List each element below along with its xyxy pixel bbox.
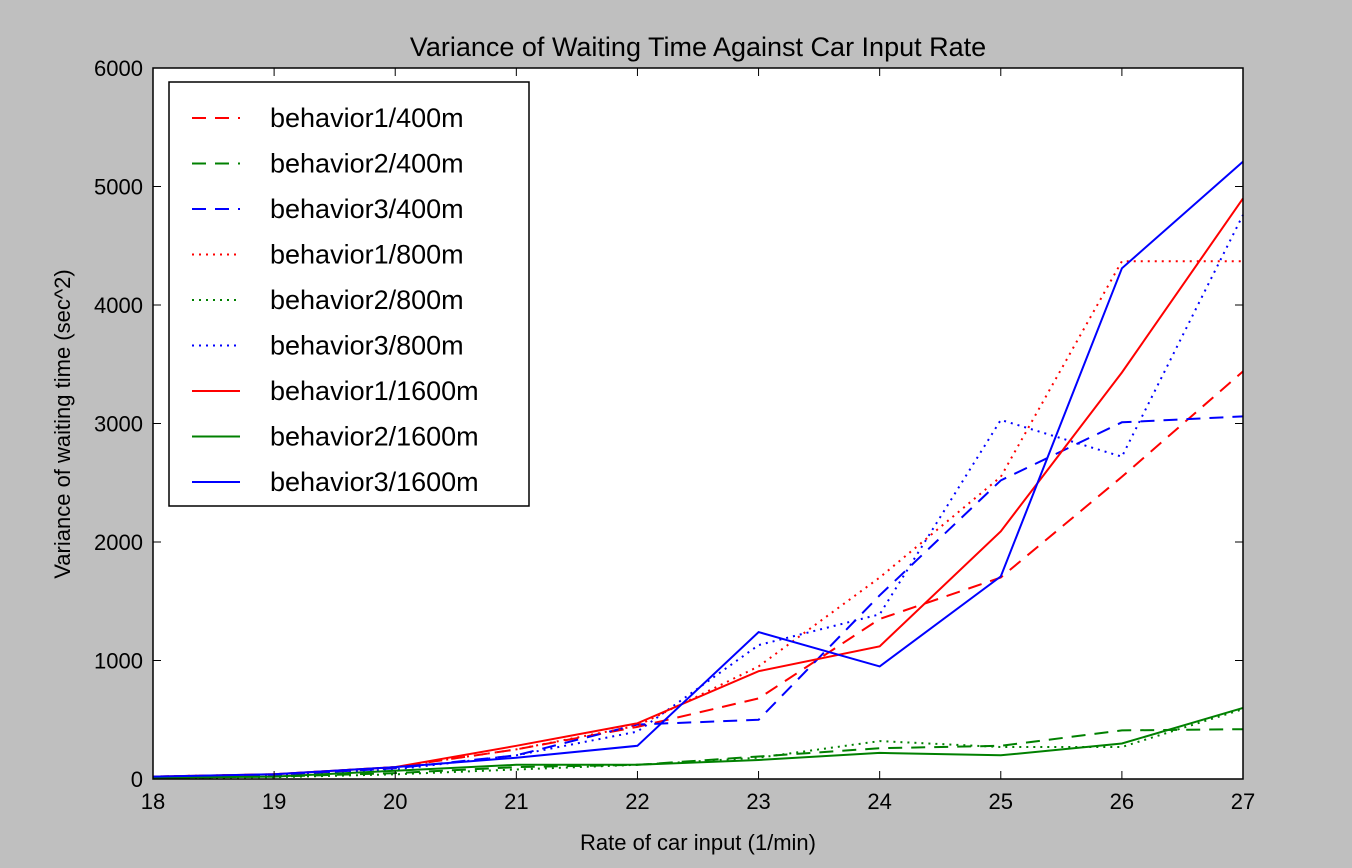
- x-tick-label: 23: [746, 789, 770, 814]
- x-tick-label: 26: [1110, 789, 1134, 814]
- series-line-behavior2-800m: [152, 708, 1244, 779]
- x-tick-label: 22: [625, 789, 649, 814]
- y-tick-label: 1000: [94, 649, 143, 674]
- x-tick-label: 19: [262, 789, 286, 814]
- chart-title: Variance of Waiting Time Against Car Inp…: [410, 32, 986, 62]
- legend-label: behavior3/1600m: [270, 467, 479, 497]
- y-tick-label: 6000: [94, 56, 143, 81]
- legend-label: behavior1/1600m: [270, 376, 479, 406]
- legend-label: behavior3/400m: [270, 194, 464, 224]
- legend-label: behavior2/800m: [270, 285, 464, 315]
- y-tick-label: 0: [131, 767, 143, 792]
- y-tick-label: 4000: [94, 293, 143, 318]
- legend-label: behavior1/400m: [270, 103, 464, 133]
- x-tick-label: 21: [504, 789, 528, 814]
- legend-label: behavior2/400m: [270, 149, 464, 179]
- x-tick-label: 27: [1231, 789, 1255, 814]
- y-axis-label: Variance of waiting time (sec^2): [50, 269, 75, 578]
- legend: behavior1/400m behavior2/400m behavior3/40…: [168, 81, 530, 507]
- ticks-layer: 18 19 20 21 22 23 24 25 26 27 0 1000 2000 3000 4000 500…: [94, 56, 1255, 814]
- y-tick-label: 2000: [94, 530, 143, 555]
- y-tick-label: 5000: [94, 175, 143, 200]
- x-axis-label: Rate of car input (1/min): [580, 830, 816, 855]
- x-tick-label: 18: [141, 789, 165, 814]
- legend-label: behavior1/800m: [270, 240, 464, 270]
- series-layer: [152, 160, 1244, 779]
- legend-label: behavior2/1600m: [270, 422, 479, 452]
- series-line-behavior2-400m: [152, 728, 1244, 779]
- series-line-behavior3-1600m: [152, 160, 1244, 778]
- series-line-behavior2-1600m: [152, 706, 1244, 779]
- y-tick-label: 3000: [94, 412, 143, 437]
- x-tick-label: 25: [989, 789, 1013, 814]
- x-tick-label: 24: [867, 789, 891, 814]
- x-tick-label: 20: [383, 789, 407, 814]
- legend-box: [168, 81, 530, 507]
- legend-label: behavior3/800m: [270, 331, 464, 361]
